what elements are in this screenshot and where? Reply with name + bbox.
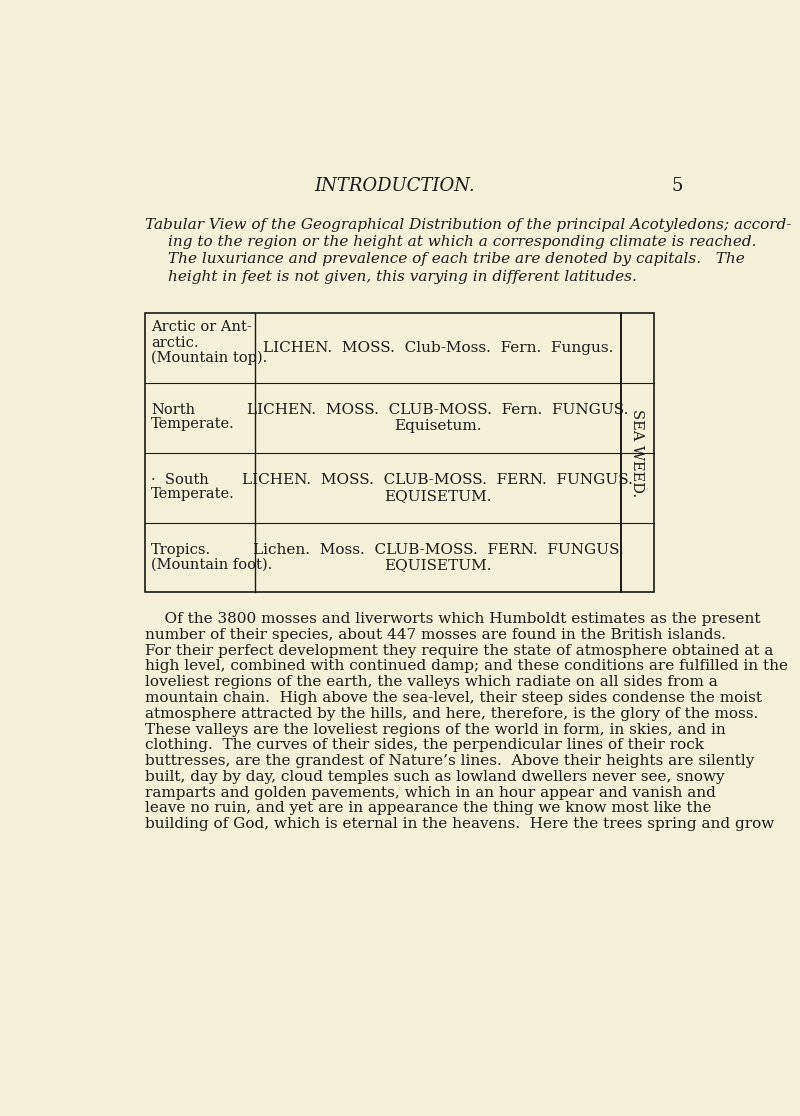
Text: SEA WEED.: SEA WEED. (630, 408, 645, 497)
Bar (621, 314, 654, 593)
Text: INTRODUCTION.: INTRODUCTION. (314, 177, 475, 195)
Text: mountain chain.  High above the sea-level, their steep sides condense the moist: mountain chain. High above the sea-level… (145, 691, 762, 705)
Text: Tabular View of the Geographical Distribution of the principal Acotyledons; acco: Tabular View of the Geographical Distrib… (145, 218, 791, 232)
Text: North: North (151, 403, 195, 417)
Text: buttresses, are the grandest of Nature’s lines.  Above their heights are silentl: buttresses, are the grandest of Nature’s… (145, 754, 754, 768)
Text: loveliest regions of the earth, the valleys which radiate on all sides from a: loveliest regions of the earth, the vall… (145, 675, 718, 690)
Text: LICHEN.  MOSS.  Club-Moss.  Fern.  Fungus.: LICHEN. MOSS. Club-Moss. Fern. Fungus. (262, 341, 613, 355)
Text: Temperate.: Temperate. (151, 417, 235, 431)
Text: high level, combined with continued damp; and these conditions are fulfilled in : high level, combined with continued damp… (145, 660, 788, 673)
Text: Tropics.: Tropics. (151, 542, 211, 557)
Text: height in feet is not given, this varying in different latitudes.: height in feet is not given, this varyin… (168, 270, 637, 285)
Text: building of God, which is eternal in the heavens.  Here the trees spring and gro: building of God, which is eternal in the… (145, 817, 774, 831)
Text: Equisetum.: Equisetum. (394, 418, 482, 433)
Text: ·  South: · South (151, 473, 209, 488)
Text: ramparts and golden pavements, which in an hour appear and vanish and: ramparts and golden pavements, which in … (145, 786, 716, 800)
Text: atmosphere attracted by the hills, and here, therefore, is the glory of the moss: atmosphere attracted by the hills, and h… (145, 706, 758, 721)
Text: Of the 3800 mosses and liverworts which Humboldt estimates as the present: Of the 3800 mosses and liverworts which … (145, 612, 761, 626)
Text: leave no ruin, and yet are in appearance the thing we know most like the: leave no ruin, and yet are in appearance… (145, 801, 711, 816)
Text: ing to the region or the height at which a corresponding climate is reached.: ing to the region or the height at which… (168, 234, 757, 249)
Text: LICHEN.  MOSS.  CLUB-MOSS.  FERN.  FUNGUS.: LICHEN. MOSS. CLUB-MOSS. FERN. FUNGUS. (242, 473, 634, 488)
Text: For their perfect development they require the state of atmosphere obtained at a: For their perfect development they requi… (145, 644, 774, 657)
Text: The luxuriance and prevalence of each tribe are denoted by capitals.   The: The luxuriance and prevalence of each tr… (168, 252, 745, 267)
Bar (145, 314, 621, 593)
Text: arctic.: arctic. (151, 336, 198, 349)
Text: (Mountain foot).: (Mountain foot). (151, 558, 272, 573)
Text: number of their species, about 447 mosses are found in the British islands.: number of their species, about 447 mosse… (145, 628, 726, 642)
Text: These valleys are the loveliest regions of the world in form, in skies, and in: These valleys are the loveliest regions … (145, 722, 726, 737)
Text: Temperate.: Temperate. (151, 488, 235, 501)
Text: EQUISETUM.: EQUISETUM. (384, 489, 492, 503)
Text: Arctic or Ant-: Arctic or Ant- (151, 320, 252, 334)
Text: built, day by day, cloud temples such as lowland dwellers never see, snowy: built, day by day, cloud temples such as… (145, 770, 725, 783)
Text: 5: 5 (672, 177, 683, 195)
Text: clothing.  The curves of their sides, the perpendicular lines of their rock: clothing. The curves of their sides, the… (145, 739, 704, 752)
Text: EQUISETUM.: EQUISETUM. (384, 558, 492, 573)
Text: LICHEN.  MOSS.  CLUB-MOSS.  Fern.  FUNGUS.: LICHEN. MOSS. CLUB-MOSS. Fern. FUNGUS. (247, 403, 629, 417)
Text: Lichen.  Moss.  CLUB-MOSS.  FERN.  FUNGUS.: Lichen. Moss. CLUB-MOSS. FERN. FUNGUS. (253, 542, 623, 557)
Text: (Mountain top).: (Mountain top). (151, 350, 267, 365)
